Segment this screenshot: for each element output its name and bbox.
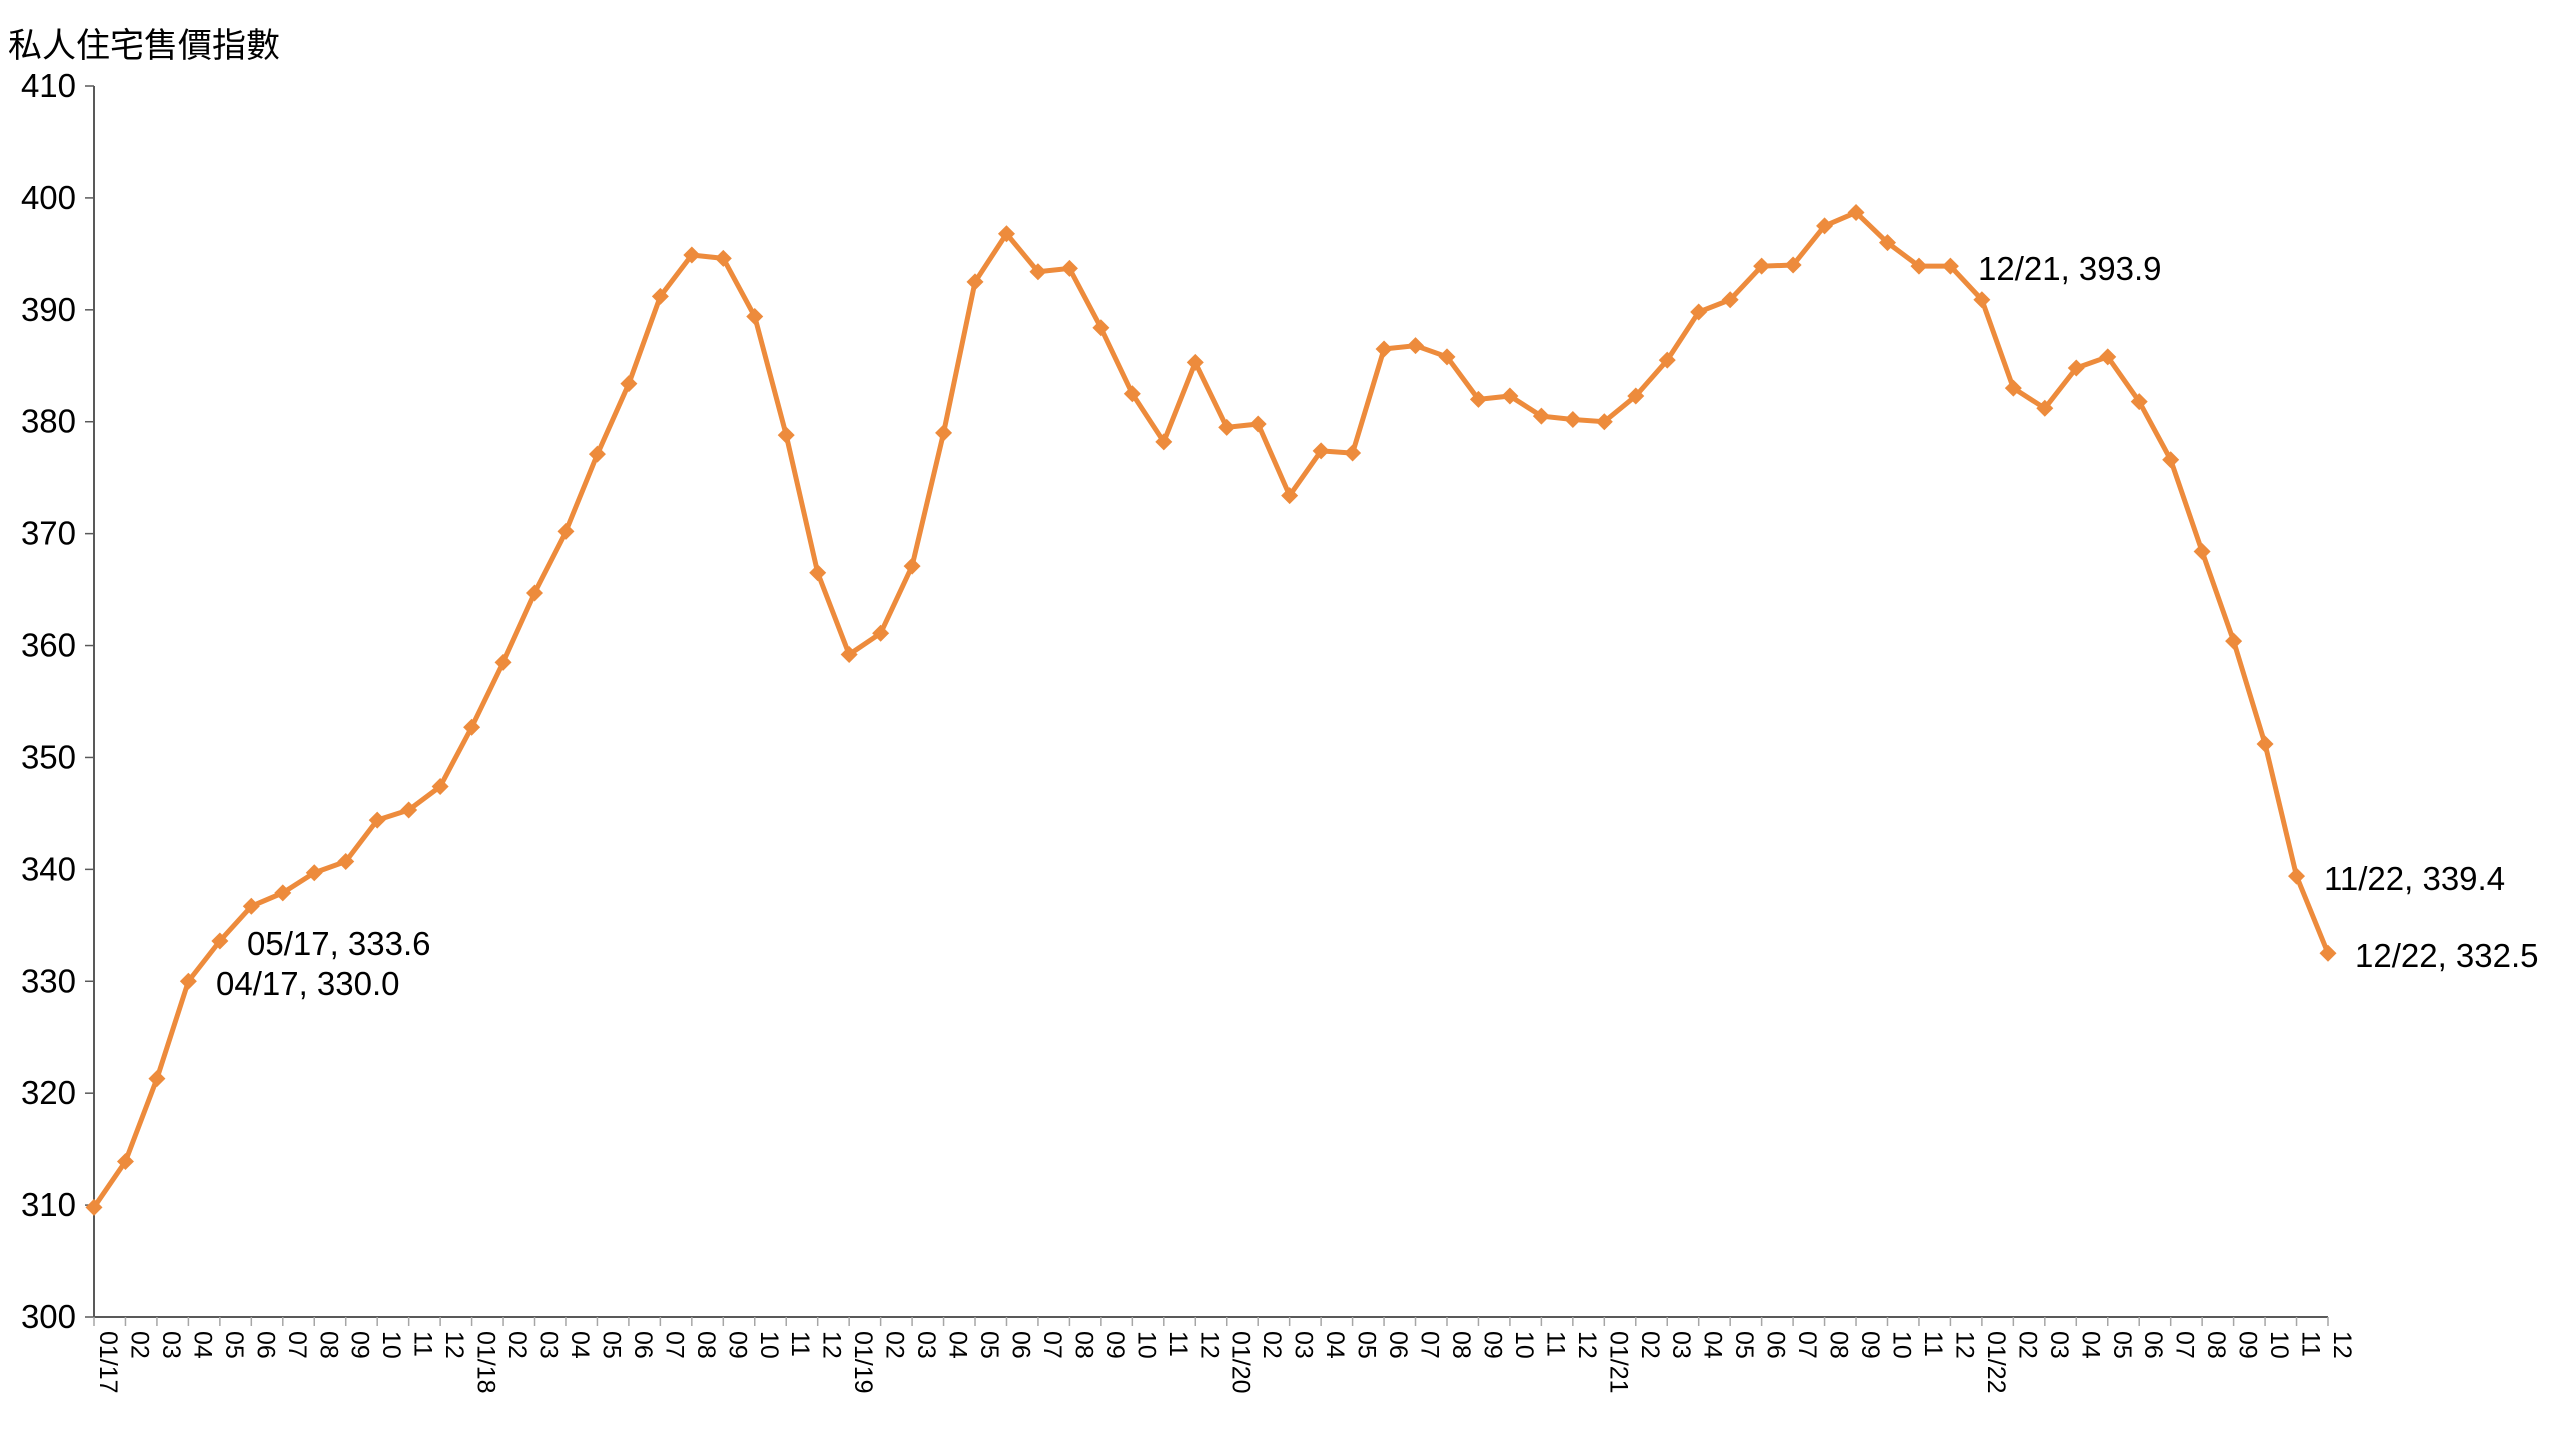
- svg-text:01/17: 01/17: [94, 1331, 122, 1394]
- svg-text:08: 08: [2202, 1331, 2230, 1359]
- svg-text:05/17, 333.6: 05/17, 333.6: [247, 925, 431, 962]
- svg-text:05: 05: [1730, 1331, 1758, 1359]
- svg-text:05: 05: [2108, 1331, 2136, 1359]
- svg-text:05: 05: [220, 1331, 248, 1359]
- svg-text:01/21: 01/21: [1604, 1331, 1632, 1394]
- svg-text:07: 07: [1416, 1331, 1444, 1359]
- svg-text:12: 12: [1573, 1331, 1601, 1359]
- svg-text:370: 370: [21, 515, 76, 552]
- svg-text:10: 10: [1887, 1331, 1915, 1359]
- svg-text:06: 06: [2139, 1331, 2167, 1359]
- svg-text:11: 11: [409, 1331, 437, 1357]
- svg-text:04: 04: [1321, 1331, 1349, 1359]
- svg-text:04: 04: [188, 1331, 216, 1359]
- svg-text:10: 10: [377, 1331, 405, 1359]
- svg-text:330: 330: [21, 962, 76, 999]
- svg-text:04: 04: [944, 1331, 972, 1359]
- svg-text:01/22: 01/22: [1982, 1331, 2010, 1394]
- svg-text:01/19: 01/19: [849, 1331, 877, 1394]
- svg-text:12: 12: [818, 1331, 846, 1359]
- svg-text:06: 06: [251, 1331, 279, 1359]
- svg-text:01/18: 01/18: [472, 1331, 500, 1394]
- svg-text:12: 12: [2328, 1331, 2356, 1359]
- svg-text:09: 09: [2234, 1331, 2262, 1359]
- svg-text:05: 05: [597, 1331, 625, 1359]
- svg-text:320: 320: [21, 1074, 76, 1111]
- svg-text:06: 06: [629, 1331, 657, 1359]
- svg-text:10: 10: [1510, 1331, 1538, 1359]
- svg-text:07: 07: [283, 1331, 311, 1359]
- svg-text:03: 03: [535, 1331, 563, 1359]
- svg-text:05: 05: [975, 1331, 1003, 1359]
- svg-text:12: 12: [1195, 1331, 1223, 1359]
- svg-text:08: 08: [1447, 1331, 1475, 1359]
- svg-text:04: 04: [2076, 1331, 2104, 1359]
- svg-text:08: 08: [314, 1331, 342, 1359]
- svg-text:350: 350: [21, 738, 76, 775]
- svg-text:04/17, 330.0: 04/17, 330.0: [216, 965, 400, 1002]
- svg-text:12/22, 332.5: 12/22, 332.5: [2355, 937, 2539, 974]
- svg-text:03: 03: [2045, 1331, 2073, 1359]
- svg-text:06: 06: [1384, 1331, 1412, 1359]
- svg-text:11: 11: [786, 1331, 814, 1357]
- svg-text:12: 12: [440, 1331, 468, 1359]
- svg-text:400: 400: [21, 179, 76, 216]
- svg-text:12/21, 393.9: 12/21, 393.9: [1978, 250, 2162, 287]
- svg-text:04: 04: [1699, 1331, 1727, 1359]
- svg-text:02: 02: [503, 1331, 531, 1359]
- svg-text:08: 08: [1825, 1331, 1853, 1359]
- svg-text:09: 09: [1478, 1331, 1506, 1359]
- svg-text:11: 11: [2297, 1331, 2325, 1357]
- svg-text:07: 07: [660, 1331, 688, 1359]
- svg-text:02: 02: [881, 1331, 909, 1359]
- svg-text:03: 03: [912, 1331, 940, 1359]
- svg-text:01/20: 01/20: [1227, 1331, 1255, 1394]
- svg-text:360: 360: [21, 627, 76, 664]
- svg-text:03: 03: [1667, 1331, 1695, 1359]
- svg-text:08: 08: [1069, 1331, 1097, 1359]
- svg-text:11: 11: [1919, 1331, 1947, 1357]
- svg-text:02: 02: [2013, 1331, 2041, 1359]
- svg-text:11: 11: [1164, 1331, 1192, 1357]
- svg-text:12: 12: [1950, 1331, 1978, 1359]
- svg-text:11: 11: [1541, 1331, 1569, 1357]
- svg-text:06: 06: [1762, 1331, 1790, 1359]
- svg-text:09: 09: [1856, 1331, 1884, 1359]
- svg-text:09: 09: [346, 1331, 374, 1359]
- svg-text:10: 10: [2265, 1331, 2293, 1359]
- svg-text:390: 390: [21, 291, 76, 328]
- svg-text:300: 300: [21, 1298, 76, 1335]
- svg-text:07: 07: [1793, 1331, 1821, 1359]
- svg-text:10: 10: [1132, 1331, 1160, 1359]
- svg-text:380: 380: [21, 403, 76, 440]
- svg-text:10: 10: [755, 1331, 783, 1359]
- svg-text:08: 08: [692, 1331, 720, 1359]
- svg-text:07: 07: [1038, 1331, 1066, 1359]
- svg-text:09: 09: [723, 1331, 751, 1359]
- svg-text:04: 04: [566, 1331, 594, 1359]
- svg-text:06: 06: [1006, 1331, 1034, 1359]
- svg-text:03: 03: [1290, 1331, 1318, 1359]
- svg-text:02: 02: [1258, 1331, 1286, 1359]
- svg-text:03: 03: [157, 1331, 185, 1359]
- svg-text:11/22, 339.4: 11/22, 339.4: [2324, 860, 2505, 897]
- svg-text:410: 410: [21, 67, 76, 104]
- svg-text:340: 340: [21, 850, 76, 887]
- svg-text:09: 09: [1101, 1331, 1129, 1359]
- svg-text:02: 02: [1636, 1331, 1664, 1359]
- svg-text:02: 02: [125, 1331, 153, 1359]
- svg-text:05: 05: [1353, 1331, 1381, 1359]
- svg-text:310: 310: [21, 1186, 76, 1223]
- svg-text:07: 07: [2171, 1331, 2199, 1359]
